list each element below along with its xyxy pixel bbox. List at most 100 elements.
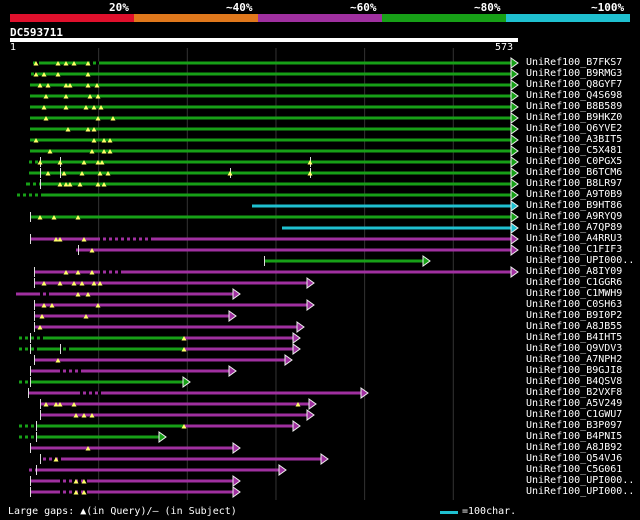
- hit-label[interactable]: UniRef100_A3BIT5: [526, 134, 623, 145]
- hit-label[interactable]: UniRef100_B7FKS7: [526, 57, 623, 68]
- hit-row[interactable]: [30, 123, 519, 135]
- hit-row[interactable]: [30, 101, 519, 113]
- hit-row[interactable]: [30, 233, 519, 245]
- hit-label[interactable]: UniRef100_UPI000..: [526, 486, 635, 497]
- hit-row[interactable]: [16, 420, 301, 432]
- hit-label[interactable]: UniRef100_C1GWU7: [526, 409, 623, 420]
- hit-label[interactable]: UniRef100_UPI000..: [526, 255, 635, 266]
- hit-label[interactable]: UniRef100_B4IHT5: [526, 332, 623, 343]
- hit-row[interactable]: [26, 167, 519, 179]
- hit-row[interactable]: [264, 255, 431, 267]
- hit-row[interactable]: [30, 90, 519, 102]
- subject-gap: [22, 336, 25, 340]
- hit-bar: [34, 270, 512, 274]
- hit-row[interactable]: [30, 475, 241, 487]
- hit-row[interactable]: [34, 321, 305, 333]
- hit-row[interactable]: [16, 288, 241, 300]
- hit-label[interactable]: UniRef100_B8LR97: [526, 178, 623, 189]
- hit-row[interactable]: [34, 354, 293, 366]
- hit-row[interactable]: [28, 387, 369, 399]
- hit-label[interactable]: UniRef100_C1FIF3: [526, 244, 623, 255]
- hit-label[interactable]: UniRef100_A8JB92: [526, 442, 623, 453]
- hit-label[interactable]: UniRef100_B6TCM6: [526, 167, 623, 178]
- hit-row[interactable]: [14, 189, 519, 201]
- hit-row[interactable]: [16, 343, 301, 355]
- query-gap-mark: [105, 171, 111, 176]
- hit-row[interactable]: [40, 453, 329, 465]
- hit-row[interactable]: [30, 145, 519, 157]
- hit-label[interactable]: UniRef100_A8IY09: [526, 266, 623, 277]
- hit-label[interactable]: UniRef100_Q4S698: [526, 90, 623, 101]
- hit-arrowhead: [228, 310, 237, 322]
- hit-bar: [30, 446, 234, 450]
- hit-label[interactable]: UniRef100_UPI000..: [526, 475, 635, 486]
- hit-label[interactable]: UniRef100_B9GJI8: [526, 365, 623, 376]
- subject-gap: [26, 160, 29, 164]
- hit-label[interactable]: UniRef100_A4RRU3: [526, 233, 623, 244]
- hit-label[interactable]: UniRef100_B9I0P2: [526, 310, 623, 321]
- hit-label[interactable]: UniRef100_Q8GYF7: [526, 79, 623, 90]
- hit-bar: [40, 457, 322, 461]
- hit-arrowhead: [510, 244, 519, 256]
- hit-label[interactable]: UniRef100_B9HKZ0: [526, 112, 623, 123]
- hit-label[interactable]: UniRef100_B8B589: [526, 101, 623, 112]
- query-gap-mark: [101, 149, 107, 154]
- hit-row[interactable]: [34, 266, 519, 278]
- query-gap-mark: [101, 182, 107, 187]
- hit-row[interactable]: [26, 464, 287, 476]
- hit-bar: [26, 182, 512, 186]
- hit-label[interactable]: UniRef100_A7NPH2: [526, 354, 623, 365]
- hit-row[interactable]: [30, 57, 519, 69]
- hit-label[interactable]: UniRef100_A5V249: [526, 398, 623, 409]
- hit-label[interactable]: UniRef100_A9RYQ9: [526, 211, 623, 222]
- hit-row[interactable]: [34, 299, 315, 311]
- hit-row[interactable]: [16, 431, 167, 443]
- query-gap-mark: [307, 160, 313, 165]
- hit-row[interactable]: [28, 68, 519, 80]
- hit-label[interactable]: UniRef100_C0PGX5: [526, 156, 623, 167]
- hit-label[interactable]: UniRef100_C0SH63: [526, 299, 623, 310]
- hit-label[interactable]: UniRef100_B4PNI5: [526, 431, 623, 442]
- hit-label[interactable]: UniRef100_A8JB55: [526, 321, 623, 332]
- hit-row[interactable]: [16, 332, 301, 344]
- hit-row[interactable]: [40, 398, 317, 410]
- hit-row[interactable]: [30, 134, 519, 146]
- hit-row[interactable]: [252, 200, 519, 212]
- hit-row[interactable]: [30, 112, 519, 124]
- hit-label[interactable]: UniRef100_B2VXF8: [526, 387, 623, 398]
- hit-label[interactable]: UniRef100_B9RMG3: [526, 68, 623, 79]
- hit-label[interactable]: UniRef100_A9T0B9: [526, 189, 623, 200]
- query-gap-mark: [41, 303, 47, 308]
- query-gap-mark: [307, 171, 313, 176]
- hit-row[interactable]: [16, 376, 191, 388]
- hit-label[interactable]: UniRef100_B4QSV8: [526, 376, 623, 387]
- subject-gap: [72, 479, 75, 483]
- hit-label[interactable]: UniRef100_Q6YVE2: [526, 123, 623, 134]
- hit-row[interactable]: [40, 409, 315, 421]
- hit-row[interactable]: [34, 310, 237, 322]
- hit-label[interactable]: UniRef100_B9HT86: [526, 200, 623, 211]
- hit-label[interactable]: UniRef100_A7QP89: [526, 222, 623, 233]
- hit-row[interactable]: [30, 442, 241, 454]
- hit-row[interactable]: [30, 486, 241, 498]
- hit-row[interactable]: [30, 365, 237, 377]
- hit-label[interactable]: UniRef100_C5X481: [526, 145, 623, 156]
- hit-row[interactable]: [28, 211, 519, 223]
- query-gap-mark: [85, 446, 91, 451]
- query-gap-mark: [83, 105, 89, 110]
- segment-tick: [78, 245, 79, 255]
- hit-row[interactable]: [26, 156, 519, 168]
- hit-label[interactable]: UniRef100_B3P097: [526, 420, 623, 431]
- hit-row[interactable]: [76, 244, 519, 256]
- hit-label[interactable]: UniRef100_C1GGR6: [526, 277, 623, 288]
- hit-row[interactable]: [30, 79, 519, 91]
- hit-label[interactable]: UniRef100_C5G061: [526, 464, 623, 475]
- segment-tick: [60, 168, 61, 178]
- hit-arrowhead: [510, 57, 519, 69]
- hit-label[interactable]: UniRef100_C1MWH9: [526, 288, 623, 299]
- hit-label[interactable]: UniRef100_Q54VJ6: [526, 453, 623, 464]
- hit-row[interactable]: [26, 178, 519, 190]
- hit-row[interactable]: [34, 277, 315, 289]
- hit-label[interactable]: UniRef100_Q9VDV3: [526, 343, 623, 354]
- hit-row[interactable]: [282, 222, 519, 234]
